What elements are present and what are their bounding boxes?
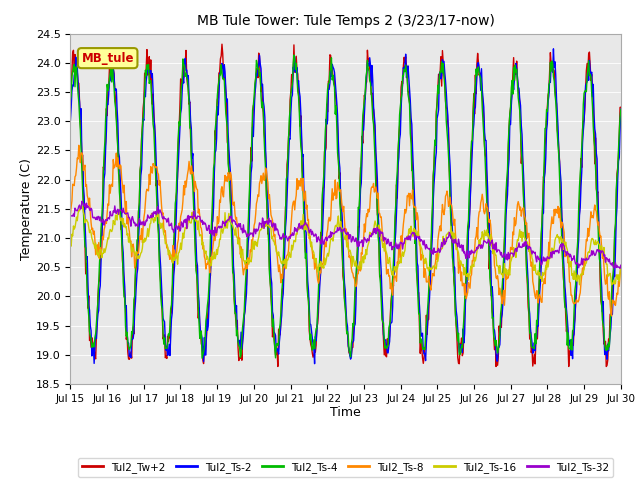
- Text: MB_tule: MB_tule: [81, 52, 134, 65]
- Y-axis label: Temperature (C): Temperature (C): [20, 158, 33, 260]
- Title: MB Tule Tower: Tule Temps 2 (3/23/17-now): MB Tule Tower: Tule Temps 2 (3/23/17-now…: [196, 14, 495, 28]
- Legend: Tul2_Tw+2, Tul2_Ts-2, Tul2_Ts-4, Tul2_Ts-8, Tul2_Ts-16, Tul2_Ts-32: Tul2_Tw+2, Tul2_Ts-2, Tul2_Ts-4, Tul2_Ts…: [78, 457, 613, 477]
- X-axis label: Time: Time: [330, 407, 361, 420]
